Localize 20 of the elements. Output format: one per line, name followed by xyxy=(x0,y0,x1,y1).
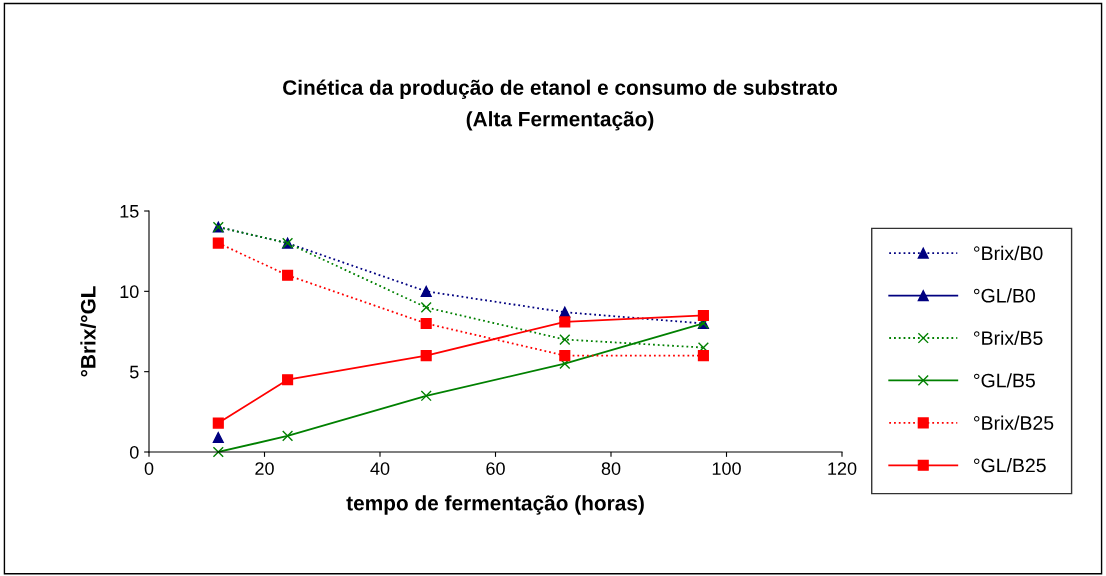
y-tick-label: 15 xyxy=(120,205,139,218)
x-tick-label: 60 xyxy=(486,462,505,475)
y-axis-title: °Brix/°GL xyxy=(80,286,96,377)
x-tick-label: 100 xyxy=(712,462,741,475)
y-tick-label: 10 xyxy=(120,285,139,299)
legend-label: °Brix/B25 xyxy=(973,415,1054,430)
y-tick-label: 5 xyxy=(129,365,139,379)
x-tick-label: 40 xyxy=(370,462,390,475)
legend-label: °GL/B0 xyxy=(973,288,1035,303)
x-tick-label: 0 xyxy=(144,462,154,475)
legend-label: °GL/B5 xyxy=(973,373,1035,388)
legend-label: °Brix/B5 xyxy=(973,330,1043,345)
chart-title: Cinética da produção de etanol e consumo de substrato (Alta Fermentação) xyxy=(283,79,838,131)
x-axis-title: tempo de fermentação (horas) xyxy=(346,495,644,515)
legend-label: °Brix/B0 xyxy=(973,245,1043,261)
y-tick-label: 0 xyxy=(129,445,139,459)
x-tick-label: 120 xyxy=(828,462,857,475)
x-tick-label: 20 xyxy=(255,462,274,475)
x-tick-label: 80 xyxy=(601,462,621,475)
legend-label: °GL/B25 xyxy=(973,458,1046,473)
